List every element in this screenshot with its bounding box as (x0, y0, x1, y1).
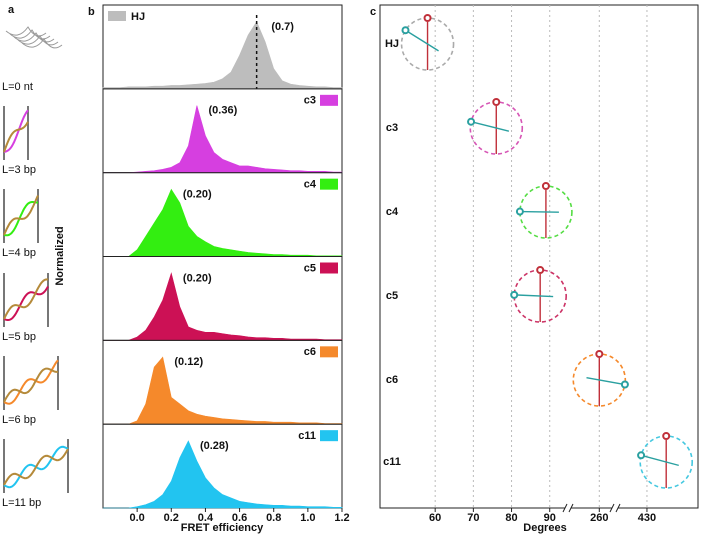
y-axis-label: Normalized (54, 226, 66, 285)
x-tick-label: 0.0 (129, 512, 144, 524)
histogram-area (103, 356, 343, 425)
peak-annotation: (0.7) (271, 21, 294, 33)
rotated-dot (510, 290, 519, 299)
rotated-arrow (514, 294, 554, 298)
construct-label: L=3 bp (2, 164, 36, 176)
x-tick-label: 80 (505, 512, 517, 524)
rotated-dot (515, 207, 524, 216)
reference-dot (492, 98, 501, 106)
x-tick-label: 0.8 (266, 512, 281, 524)
helix-strand (3, 121, 29, 153)
x-tick-label: 60 (429, 512, 441, 524)
x-axis-label: Degrees (523, 522, 566, 534)
histogram-area (103, 188, 343, 257)
histogram-area (103, 272, 343, 341)
helix-strand (3, 278, 49, 320)
x-tick-label: 1.0 (300, 512, 315, 524)
panel-label: b (88, 6, 95, 18)
rotated-dot (467, 117, 476, 126)
legend-label: HJ (131, 11, 145, 23)
row-label: HJ (385, 38, 399, 50)
peak-annotation: (0.20) (183, 272, 212, 284)
rotated-arrow (405, 29, 439, 52)
legend-label: c6 (304, 346, 316, 358)
x-tick-label: 1.2 (334, 512, 349, 524)
peak-annotation: (0.28) (200, 440, 229, 452)
rotated-arrow (586, 377, 626, 386)
reference-dot (541, 182, 550, 190)
helix-strand (3, 359, 59, 405)
construct-label: L=5 bp (2, 331, 36, 343)
rotated-arrow (470, 121, 510, 132)
rotated-dot (620, 380, 629, 389)
construct-label: L=11 bp (2, 497, 41, 509)
legend-swatch (320, 94, 338, 106)
rotated-dot (637, 451, 646, 460)
junction-icon (21, 38, 63, 49)
histogram-area (103, 440, 343, 509)
axis-break (562, 503, 574, 513)
panel-label: a (8, 4, 15, 16)
row-label: c11 (383, 456, 401, 468)
legend-label: c5 (304, 262, 316, 274)
helix-strand (3, 285, 49, 321)
rotated-arrow (640, 454, 679, 467)
panel-label: c (370, 6, 376, 18)
x-tick-label: 260 (590, 512, 608, 524)
peak-annotation: (0.20) (183, 189, 212, 201)
reference-dot (662, 432, 671, 440)
legend-swatch (320, 430, 338, 442)
helix-strand (3, 195, 39, 236)
junction-icon (5, 26, 47, 37)
reference-dot (423, 14, 432, 22)
junction-icon (13, 32, 55, 43)
helix-strand (3, 367, 59, 403)
legend-swatch (320, 346, 338, 358)
row-label: c4 (386, 206, 399, 218)
legend-swatch (320, 262, 338, 274)
reference-dot (595, 350, 604, 358)
plot-frame (379, 4, 699, 509)
construct-label: L=0 nt (2, 81, 33, 93)
histogram-area (103, 105, 343, 173)
helix-strand (3, 448, 69, 486)
x-tick-label: 90 (544, 512, 556, 524)
x-tick-label: 0.2 (164, 512, 179, 524)
helix-strand (3, 109, 29, 153)
x-tick-label: 430 (638, 512, 656, 524)
legend-swatch (320, 178, 338, 190)
row-label: c5 (386, 290, 398, 302)
construct-label: L=6 bp (2, 414, 36, 426)
reference-dot (536, 266, 545, 274)
legend-label: c3 (304, 95, 316, 107)
legend-swatch (108, 11, 126, 21)
peak-annotation: (0.36) (209, 105, 238, 117)
row-label: c3 (386, 122, 398, 134)
construct-label: L=4 bp (2, 247, 36, 259)
x-tick-label: 0.4 (198, 512, 214, 524)
axis-break-gap (565, 504, 571, 512)
helix-strand (3, 201, 38, 237)
x-tick-label: 0.6 (232, 512, 247, 524)
rotated-arrow (519, 210, 559, 213)
x-tick-label: 70 (467, 512, 479, 524)
row-label: c6 (386, 374, 398, 386)
axis-break (609, 503, 621, 513)
x-axis-label: FRET efficiency (181, 522, 264, 534)
legend-label: c11 (298, 430, 316, 442)
junction-icon (17, 35, 59, 46)
legend-label: c4 (304, 179, 317, 191)
rotated-dot (401, 26, 410, 35)
axis-break-gap (612, 504, 618, 512)
peak-annotation: (0.12) (174, 356, 203, 368)
histogram-area (102, 21, 343, 90)
